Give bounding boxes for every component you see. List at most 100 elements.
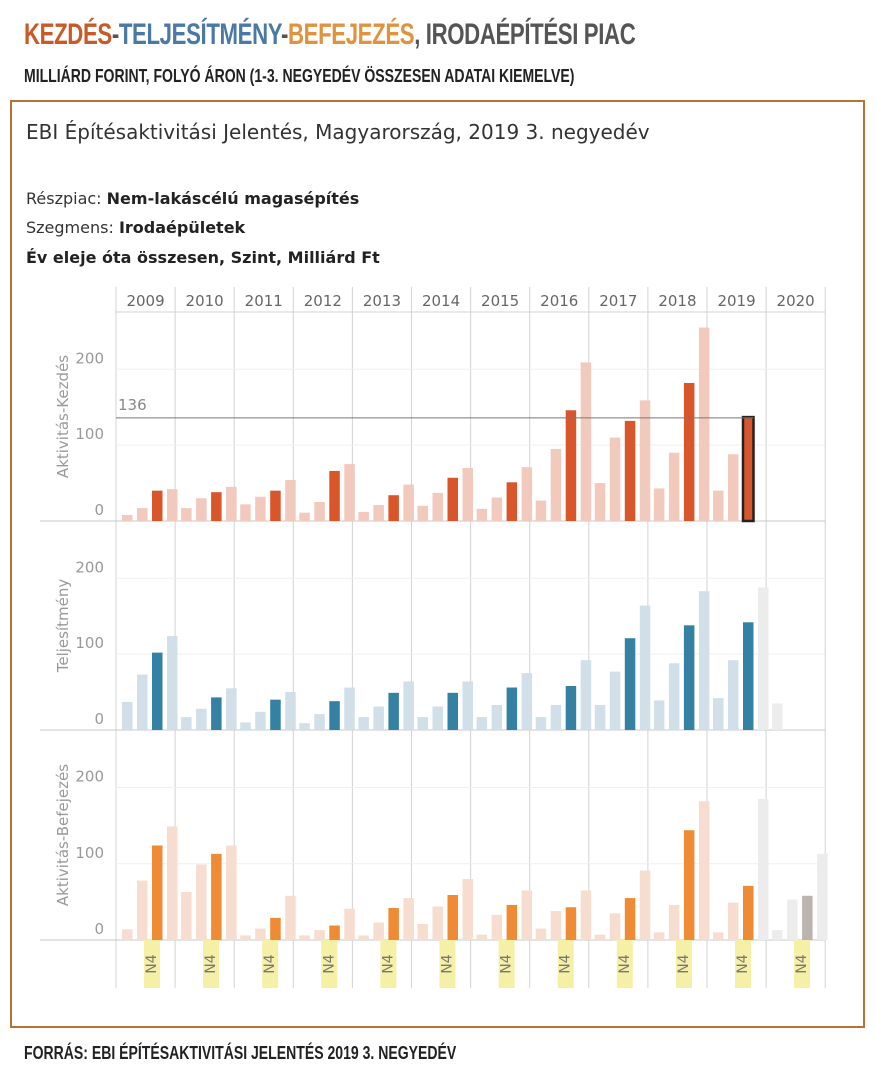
bar-greyed <box>758 587 769 730</box>
year-label: 2017 <box>599 292 637 310</box>
y-tick-label: 200 <box>75 558 104 576</box>
bar <box>299 935 310 940</box>
footer-source: FORRÁS: EBI ÉPÍTÉSAKTIVITÁSI JELENTÉS 20… <box>24 1043 457 1063</box>
reference-line-label: 136 <box>118 396 147 414</box>
quarter-highlight <box>439 940 456 988</box>
meta-szegmens-value: Irodaépületek <box>118 218 246 237</box>
bar <box>447 477 458 521</box>
bar <box>329 925 340 940</box>
y-axis-label: Aktivitás-Befejezés <box>54 764 72 906</box>
headline-befejezes: BEFEJEZÉS <box>287 18 415 51</box>
bar <box>270 699 281 730</box>
bar <box>358 935 369 940</box>
bar <box>609 913 621 940</box>
bar <box>609 437 621 521</box>
bar <box>122 514 133 521</box>
bar <box>565 410 577 521</box>
bar <box>639 400 651 521</box>
y-tick-label: 0 <box>94 710 104 728</box>
bar <box>535 500 547 521</box>
bar <box>373 706 384 730</box>
bar <box>137 508 148 521</box>
bar <box>521 673 533 730</box>
bar <box>624 420 636 521</box>
headline-teljesitmeny: TELJESÍTMÉNY <box>118 18 281 51</box>
y-axis-label: Teljesítmény <box>54 579 72 674</box>
bar <box>152 845 163 940</box>
bar <box>403 898 414 940</box>
headline-dash-1: - <box>111 18 119 51</box>
bar <box>476 934 488 940</box>
quarter-label: N4 <box>617 954 633 973</box>
bar <box>358 717 369 730</box>
bar <box>314 714 325 730</box>
bar <box>728 902 739 940</box>
bar <box>388 495 399 521</box>
y-tick-label: 0 <box>94 501 104 519</box>
bar <box>196 708 207 730</box>
bar <box>653 488 665 521</box>
headline-dash-2: - <box>280 18 288 51</box>
quarter-highlight <box>616 940 633 988</box>
bar <box>580 890 592 940</box>
quarter-highlight <box>321 940 338 988</box>
bar <box>388 907 399 940</box>
bar <box>491 497 503 521</box>
chart-frame <box>10 100 865 1028</box>
bar <box>683 830 695 940</box>
bar <box>417 923 428 940</box>
quarter-label: N4 <box>321 954 337 973</box>
bar <box>270 917 281 940</box>
bar <box>240 722 251 730</box>
bar <box>743 622 754 730</box>
year-label: 2010 <box>186 292 224 310</box>
bar-greyed <box>772 930 783 940</box>
bar <box>270 490 281 521</box>
bar <box>594 483 606 521</box>
bar <box>476 508 488 521</box>
bar <box>403 484 414 521</box>
bar <box>226 688 237 730</box>
headline-rest: , IRODAÉPÍTÉSI PIAC <box>414 18 636 51</box>
bar <box>358 511 369 521</box>
bar <box>432 492 443 521</box>
meta-measure-text: Év eleje óta összesen, Szint, Milliárd F… <box>26 248 380 267</box>
bar <box>122 929 133 940</box>
quarter-label: N4 <box>735 954 751 973</box>
y-tick-label: 200 <box>75 349 104 367</box>
year-label: 2011 <box>245 292 283 310</box>
bar-greyed <box>787 899 798 940</box>
bar <box>285 692 296 730</box>
meta-szegmens: Szegmens: Irodaépületek <box>26 218 245 237</box>
bar <box>550 911 562 940</box>
bar <box>476 717 488 730</box>
bar <box>713 490 724 521</box>
bar <box>373 922 384 940</box>
y-tick-label: 100 <box>75 634 104 652</box>
meta-szegmens-label: Szegmens: <box>26 218 119 237</box>
bar <box>167 826 178 940</box>
quarter-highlight <box>735 940 751 988</box>
bar <box>255 928 266 940</box>
bar <box>211 853 222 940</box>
headline-kezdes: KEZDÉS <box>24 18 112 51</box>
bar <box>240 504 251 521</box>
quarter-highlight <box>203 940 220 988</box>
subtitle: MILLIÁRD FORINT, FOLYÓ ÁRON (1-3. NEGYED… <box>24 66 575 86</box>
quarter-label: N4 <box>794 954 810 973</box>
meta-reszpiac: Részpiac: Nem-lakáscélú magasépítés <box>26 189 359 208</box>
bar <box>462 681 473 730</box>
bar <box>240 935 251 940</box>
bar <box>432 706 443 730</box>
bar <box>713 698 724 730</box>
bar <box>491 704 503 730</box>
bar <box>181 717 192 730</box>
quarter-highlight <box>144 940 160 988</box>
quarter-label: N4 <box>676 954 692 973</box>
bar <box>373 505 384 521</box>
headline: KEZDÉS-TELJESÍTMÉNY-BEFEJEZÉS, IRODAÉPÍT… <box>24 18 636 52</box>
meta-reszpiac-value: Nem-lakáscélú magasépítés <box>106 189 360 208</box>
bar <box>683 382 695 521</box>
bar <box>462 467 473 521</box>
bar <box>167 635 178 730</box>
